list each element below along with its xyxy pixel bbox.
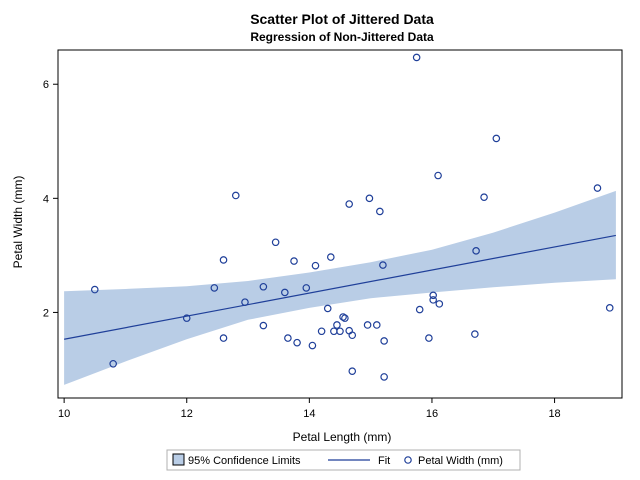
data-point [472, 247, 480, 255]
data-point [379, 261, 387, 269]
legend: 95% Confidence Limits Fit Petal Width (m… [166, 449, 521, 471]
x-axis-label: Petal Length (mm) [293, 430, 392, 444]
data-point [210, 284, 219, 292]
data-point [425, 334, 433, 342]
legend-label-points: Petal Width (mm) [418, 455, 503, 467]
data-point [480, 193, 488, 201]
data-point [341, 314, 349, 322]
data-point [593, 184, 602, 192]
data-point [376, 207, 384, 216]
data-point [345, 326, 353, 335]
data-point [333, 321, 341, 329]
data-point [281, 288, 289, 297]
data-point [380, 373, 388, 381]
data-point [308, 341, 317, 350]
data-point [380, 337, 388, 345]
data-point [435, 300, 444, 308]
data-point [231, 191, 240, 200]
chart-title: Scatter Plot of Jittered Data [250, 11, 434, 27]
x-tick-label: 18 [548, 408, 560, 420]
data-point [323, 304, 332, 313]
y-tick-label: 4 [43, 193, 49, 205]
data-point [330, 327, 338, 336]
data-point [182, 314, 191, 322]
legend-label-fit: Fit [378, 455, 390, 467]
data-point [219, 256, 228, 264]
legend-frame [166, 449, 521, 471]
x-axis-ticks: 10 12 14 16 18 [58, 398, 561, 420]
data-point [348, 331, 357, 340]
plot-area [57, 49, 623, 399]
data-point [259, 321, 268, 330]
legend-point-swatch [404, 456, 412, 464]
data-point [412, 53, 421, 62]
data-point [90, 285, 99, 294]
data-point [271, 238, 280, 247]
plot-frame [57, 49, 623, 399]
data-point [302, 284, 311, 292]
x-tick-label: 14 [303, 408, 315, 420]
data-point [284, 334, 292, 342]
y-tick-label: 6 [43, 79, 49, 91]
x-tick-label: 12 [181, 408, 193, 420]
data-point [241, 298, 249, 306]
data-point [259, 282, 268, 291]
y-tick-label: 2 [43, 307, 49, 319]
data-point [605, 304, 614, 312]
data-point [434, 171, 442, 180]
data-point [471, 330, 479, 338]
data-point [293, 338, 301, 347]
legend-band-swatch [172, 453, 185, 466]
x-tick-label: 16 [426, 408, 438, 420]
data-point [365, 194, 374, 203]
data-point [311, 261, 320, 270]
data-point [348, 367, 357, 375]
data-point [219, 334, 228, 342]
data-point [109, 359, 117, 368]
x-tick-label: 10 [58, 408, 70, 420]
data-point [429, 296, 437, 304]
data-point [429, 291, 437, 300]
data-point [317, 327, 326, 336]
y-axis-ticks: 2 4 6 [43, 79, 58, 319]
chart-subtitle: Regression of Non-Jittered Data [250, 30, 434, 44]
fit-line [64, 234, 616, 340]
data-point [492, 134, 501, 143]
data-point [363, 321, 372, 329]
data-points [90, 53, 614, 381]
legend-label-confidence: 95% Confidence Limits [188, 455, 301, 467]
data-point [290, 257, 298, 265]
data-point [327, 253, 335, 261]
data-point [372, 321, 381, 329]
data-point [415, 305, 424, 314]
y-axis-label: Petal Width (mm) [11, 176, 25, 269]
data-point [336, 327, 344, 336]
data-point [345, 200, 353, 208]
